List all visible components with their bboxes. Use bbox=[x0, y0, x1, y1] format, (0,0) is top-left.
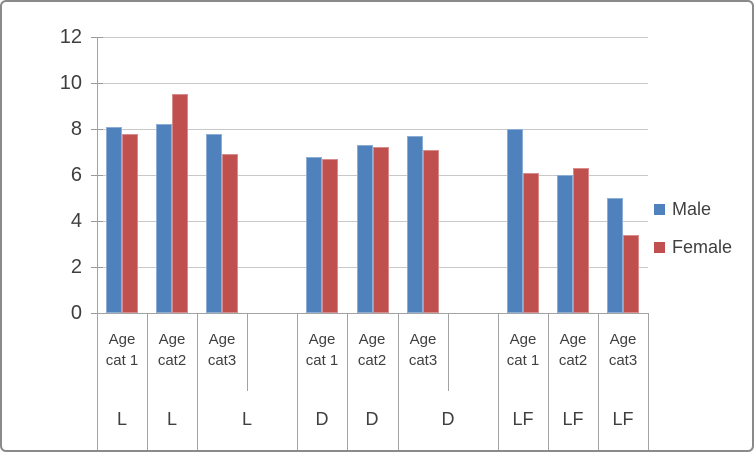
bar-female-3 bbox=[322, 159, 338, 313]
bar-female-0 bbox=[122, 134, 138, 313]
category-label: Age cat3 bbox=[207, 331, 237, 369]
gridline bbox=[97, 129, 648, 130]
bar-male-2 bbox=[206, 134, 222, 313]
bar-male-4 bbox=[357, 145, 373, 313]
category-divider bbox=[448, 313, 449, 391]
y-tick-label: 12 bbox=[59, 26, 82, 48]
category-label: Age cat 1 bbox=[105, 331, 139, 369]
y-tick-label: 2 bbox=[70, 256, 82, 278]
y-tick-label: 6 bbox=[70, 164, 82, 186]
category-divider bbox=[648, 313, 649, 450]
x-axis-line bbox=[97, 313, 648, 314]
category-label: Age cat 1 bbox=[506, 331, 540, 369]
category-divider bbox=[297, 313, 298, 450]
group-label: D bbox=[315, 409, 329, 429]
y-tick-label: 10 bbox=[59, 72, 82, 94]
legend-item-male: Male bbox=[654, 198, 732, 220]
bar-male-0 bbox=[106, 127, 122, 313]
category-divider bbox=[498, 313, 499, 450]
category-label: Age cat 1 bbox=[305, 331, 339, 369]
bar-male-8 bbox=[607, 198, 623, 313]
category-divider bbox=[247, 313, 248, 391]
legend-label-female: Female bbox=[672, 236, 733, 257]
legend-label-male: Male bbox=[672, 198, 712, 219]
y-tick-label: 0 bbox=[70, 302, 82, 324]
category-divider bbox=[548, 313, 549, 450]
category-divider bbox=[398, 313, 399, 450]
bar-female-8 bbox=[623, 235, 639, 313]
category-divider bbox=[147, 313, 148, 450]
bar-male-5 bbox=[407, 136, 423, 313]
gridline bbox=[97, 37, 648, 38]
category-label: Age cat2 bbox=[157, 331, 187, 369]
axis-table-bottom-line bbox=[97, 450, 648, 451]
bar-male-3 bbox=[306, 157, 322, 313]
category-divider bbox=[598, 313, 599, 450]
category-label: Age cat2 bbox=[357, 331, 387, 369]
category-divider bbox=[197, 313, 198, 450]
legend: Male Female bbox=[654, 198, 732, 274]
group-label: L bbox=[116, 409, 127, 429]
bar-female-6 bbox=[523, 173, 539, 313]
category-divider bbox=[347, 313, 348, 450]
bar-male-7 bbox=[557, 175, 573, 313]
category-label: Age cat3 bbox=[408, 331, 438, 369]
bar-female-7 bbox=[573, 168, 589, 313]
group-label: LF bbox=[612, 409, 634, 429]
legend-item-female: Female bbox=[654, 236, 732, 258]
gridline bbox=[97, 83, 648, 84]
group-label: D bbox=[441, 409, 455, 429]
group-label: D bbox=[365, 409, 379, 429]
y-tick-label: 4 bbox=[70, 210, 82, 232]
bar-female-2 bbox=[222, 154, 238, 313]
y-axis-line bbox=[97, 37, 98, 450]
bar-male-6 bbox=[507, 129, 523, 313]
group-label: LF bbox=[562, 409, 584, 429]
bar-male-1 bbox=[156, 124, 172, 313]
legend-marker-female-icon bbox=[654, 241, 665, 253]
group-label: LF bbox=[512, 409, 534, 429]
group-label: L bbox=[241, 409, 252, 429]
group-label: L bbox=[166, 409, 177, 429]
bar-female-5 bbox=[423, 150, 439, 313]
y-tick-label: 8 bbox=[70, 118, 82, 140]
bar-female-4 bbox=[373, 147, 389, 313]
category-label: Age cat3 bbox=[608, 331, 638, 369]
legend-marker-male-icon bbox=[654, 203, 665, 215]
category-label: Age cat2 bbox=[558, 331, 588, 369]
bar-female-1 bbox=[172, 94, 188, 313]
